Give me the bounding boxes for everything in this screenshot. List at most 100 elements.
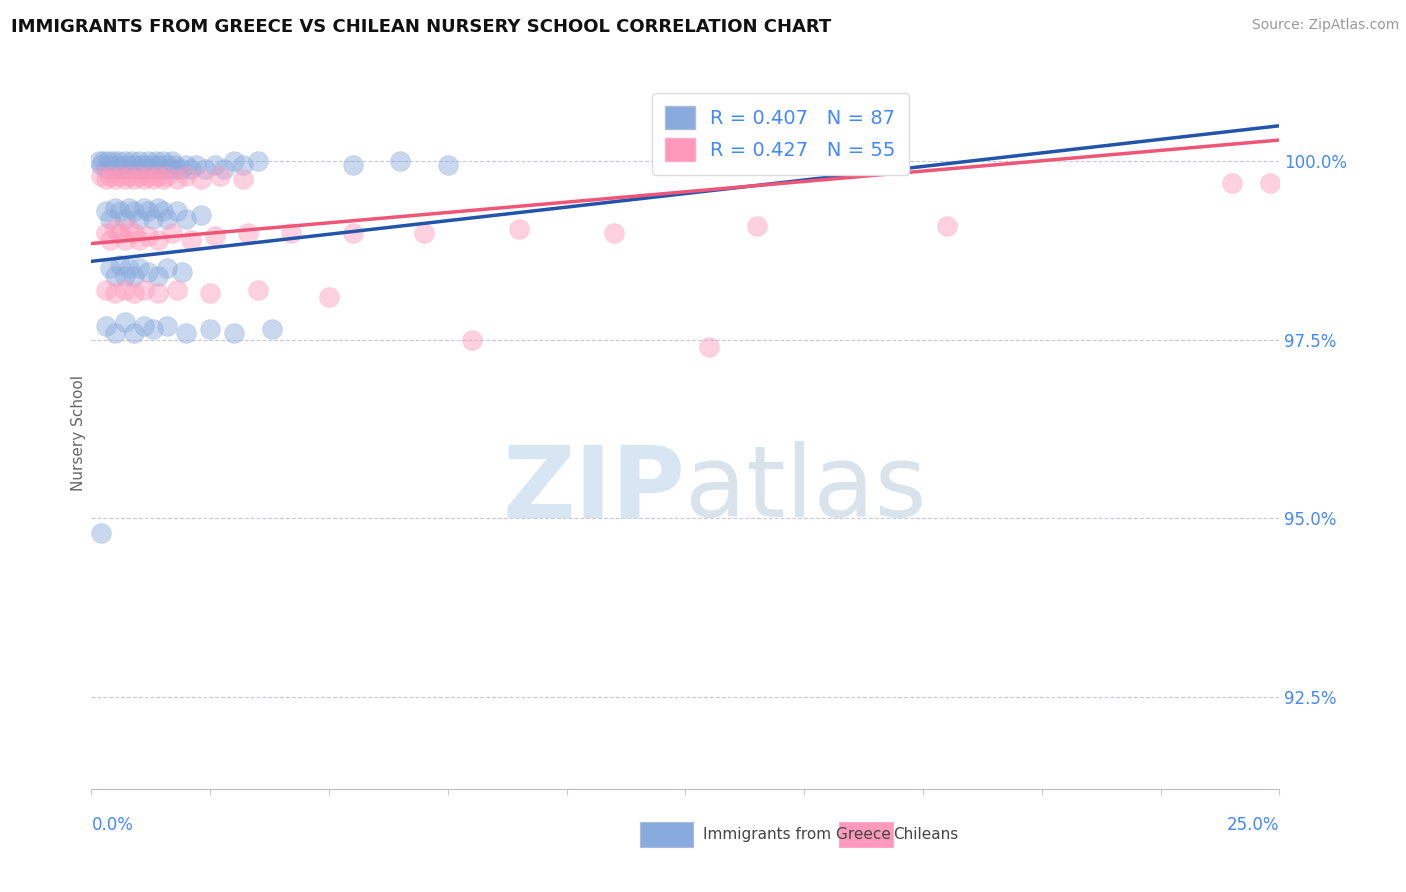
Point <box>132 201 155 215</box>
Point <box>208 169 231 183</box>
Point <box>204 229 226 244</box>
Point <box>128 169 150 183</box>
Text: Chileans: Chileans <box>893 827 957 841</box>
Point <box>122 226 145 240</box>
Point <box>232 172 254 186</box>
Point <box>128 233 150 247</box>
Point <box>94 226 117 240</box>
Point <box>146 201 169 215</box>
Point <box>413 226 436 240</box>
Point <box>152 172 174 186</box>
Point <box>138 154 160 169</box>
Point <box>153 161 176 176</box>
Point <box>104 161 127 176</box>
Point <box>114 268 136 283</box>
Point <box>232 158 254 172</box>
Point <box>214 161 236 176</box>
Point <box>118 222 141 236</box>
Point <box>114 154 136 169</box>
Point <box>176 169 198 183</box>
Point <box>97 154 120 169</box>
Point <box>156 158 179 172</box>
Point <box>194 161 217 176</box>
Point <box>146 161 169 176</box>
Point <box>138 204 160 219</box>
Point <box>156 261 179 276</box>
Point <box>132 283 155 297</box>
Point <box>114 211 136 226</box>
Point <box>108 169 131 183</box>
Legend: R = 0.407   N = 87, R = 0.427   N = 55: R = 0.407 N = 87, R = 0.427 N = 55 <box>652 93 910 175</box>
Point <box>118 161 141 176</box>
Point <box>128 211 150 226</box>
Text: atlas: atlas <box>685 442 927 538</box>
Point <box>146 286 169 301</box>
Point <box>152 154 174 169</box>
Point <box>94 161 117 176</box>
Point <box>200 286 222 301</box>
Point <box>121 154 143 169</box>
Point <box>1220 176 1243 190</box>
Point <box>122 268 145 283</box>
Point <box>170 161 193 176</box>
Point <box>935 219 957 233</box>
Point <box>166 204 188 219</box>
Point <box>160 226 183 240</box>
Point <box>184 158 207 172</box>
Point <box>94 172 117 186</box>
Point <box>204 158 226 172</box>
Point <box>152 204 174 219</box>
Point <box>104 286 127 301</box>
Point <box>87 154 110 169</box>
Point <box>107 154 129 169</box>
Point <box>132 318 155 333</box>
Point <box>114 172 136 186</box>
Point <box>114 315 136 329</box>
Point <box>108 158 131 172</box>
Point <box>142 322 165 336</box>
Point <box>122 286 145 301</box>
Point <box>436 158 458 172</box>
Point <box>139 161 162 176</box>
Point <box>90 525 112 540</box>
Point <box>190 208 212 222</box>
Point <box>100 211 122 226</box>
Point <box>118 169 141 183</box>
Point <box>246 154 269 169</box>
Point <box>318 290 340 304</box>
Point <box>122 158 145 172</box>
Point <box>190 172 212 186</box>
Point <box>118 201 141 215</box>
Point <box>603 226 626 240</box>
Point <box>91 154 114 169</box>
Point <box>160 154 183 169</box>
Point <box>138 265 160 279</box>
Point <box>122 172 145 186</box>
Point <box>125 161 148 176</box>
Point <box>176 158 198 172</box>
Point <box>260 322 283 336</box>
Point <box>94 283 117 297</box>
Point <box>104 268 127 283</box>
Point <box>460 333 482 347</box>
Point <box>90 169 112 183</box>
Point <box>114 233 136 247</box>
Point <box>104 172 127 186</box>
Point <box>149 158 172 172</box>
Point <box>176 211 198 226</box>
Point <box>342 226 364 240</box>
Point <box>342 158 364 172</box>
Point <box>100 158 122 172</box>
Point <box>145 154 167 169</box>
Point <box>389 154 412 169</box>
Point <box>138 229 160 244</box>
Point <box>166 161 188 176</box>
Point <box>132 172 155 186</box>
Y-axis label: Nursery School: Nursery School <box>70 375 86 491</box>
Point <box>108 258 131 272</box>
Point <box>101 154 124 169</box>
Text: 25.0%: 25.0% <box>1227 816 1279 834</box>
Point <box>697 340 720 354</box>
Point <box>246 283 269 297</box>
Point <box>156 169 179 183</box>
